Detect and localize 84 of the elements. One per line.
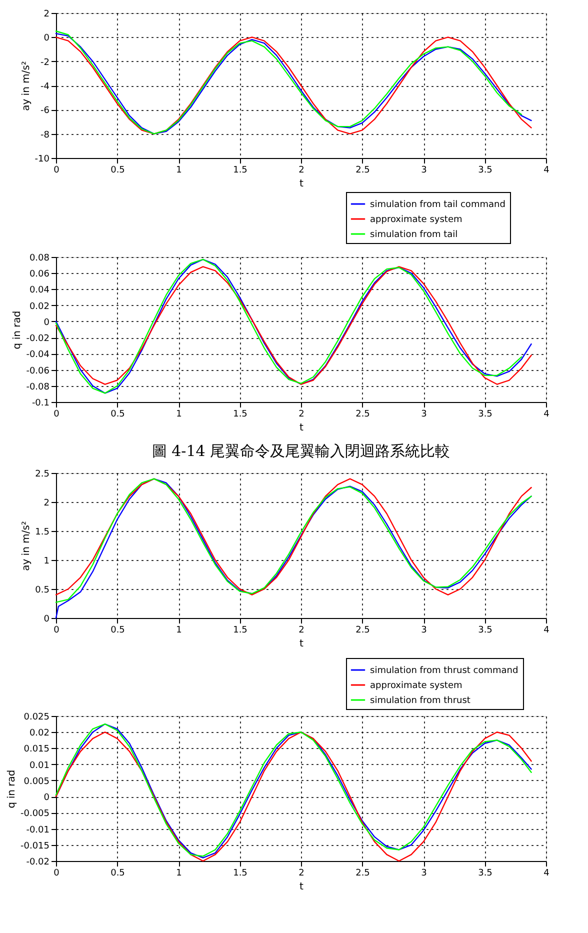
x-axis-title: t bbox=[300, 178, 304, 190]
x-tick-label: 0.5 bbox=[110, 166, 125, 176]
x-tick-label: 0 bbox=[54, 166, 60, 176]
x-tick-label: 3 bbox=[421, 868, 427, 878]
x-tick-label: 4 bbox=[544, 868, 550, 878]
y-tick-label: -0.005 bbox=[20, 809, 50, 820]
y-tick-label: 0.02 bbox=[29, 728, 50, 739]
x-tick-label: 2 bbox=[298, 166, 304, 176]
y-tick-label: 1.5 bbox=[35, 528, 50, 538]
x-tick-label: 2 bbox=[298, 626, 304, 636]
x-tick-label: 0.5 bbox=[110, 626, 125, 636]
x-tick-label: 1 bbox=[176, 868, 182, 878]
legend-label: approximate system bbox=[370, 215, 462, 225]
y-axis-title: q in rad bbox=[12, 310, 24, 350]
y-tick-label: -10 bbox=[34, 154, 50, 164]
x-tick-label: 0 bbox=[54, 410, 60, 420]
x-tick-label: 0.5 bbox=[110, 410, 125, 420]
x-tick-label: 4 bbox=[544, 410, 550, 420]
x-tick-label: 1.5 bbox=[233, 626, 248, 636]
y-tick-label: 2 bbox=[44, 10, 50, 20]
x-tick-label: 1 bbox=[176, 166, 182, 176]
y-tick-label: -6 bbox=[40, 106, 50, 116]
legend-label: simulation from thrust bbox=[370, 696, 471, 706]
x-tick-label: 4 bbox=[544, 626, 550, 636]
x-tick-label: 1.5 bbox=[233, 868, 248, 878]
x-tick-label: 2.5 bbox=[356, 410, 370, 420]
caption: 圖 4-14 尾翼命令及尾翼輸入閉迴路系統比較 bbox=[152, 442, 450, 460]
legend-label: simulation from tail bbox=[370, 230, 458, 240]
y-tick-label: 0.02 bbox=[29, 302, 50, 312]
y-tick-label: -8 bbox=[40, 130, 50, 140]
y-tick-label: 0.015 bbox=[24, 744, 50, 755]
legend-label: simulation from thrust command bbox=[370, 666, 518, 676]
y-tick-label: -2 bbox=[40, 58, 50, 68]
y-tick-label: -0.02 bbox=[26, 858, 50, 868]
legend-label: simulation from tail command bbox=[370, 200, 506, 210]
x-tick-label: 3 bbox=[421, 166, 427, 176]
y-tick-label: -4 bbox=[40, 82, 50, 92]
y-tick-label: 0.04 bbox=[29, 286, 50, 296]
y-tick-label: 2.5 bbox=[35, 470, 50, 480]
y-tick-label: -0.08 bbox=[26, 382, 50, 392]
y-tick-label: -0.06 bbox=[26, 366, 50, 376]
y-tick-label: 0 bbox=[44, 318, 50, 328]
x-axis-title: t bbox=[300, 422, 304, 434]
y-tick-label: 0.5 bbox=[35, 586, 50, 596]
y-tick-label: 1 bbox=[44, 556, 50, 566]
x-tick-label: 2.5 bbox=[356, 868, 370, 878]
x-axis-title: t bbox=[300, 882, 304, 892]
y-tick-label: 0 bbox=[44, 614, 50, 624]
y-axis-title: q in rad bbox=[6, 770, 18, 808]
x-tick-label: 2 bbox=[298, 868, 304, 878]
x-tick-label: 0 bbox=[54, 626, 60, 636]
x-tick-label: 0 bbox=[54, 868, 60, 878]
y-tick-label: 0.08 bbox=[29, 254, 50, 264]
x-tick-label: 1 bbox=[176, 410, 182, 420]
y-tick-label: -0.04 bbox=[26, 350, 50, 360]
y-tick-label: 0.01 bbox=[29, 760, 50, 771]
x-tick-label: 3 bbox=[421, 410, 427, 420]
x-tick-label: 1.5 bbox=[233, 410, 248, 420]
x-tick-label: 2.5 bbox=[356, 626, 370, 636]
x-tick-label: 1.5 bbox=[233, 166, 248, 176]
y-tick-label: -0.02 bbox=[26, 334, 50, 344]
x-tick-label: 0.5 bbox=[110, 868, 125, 878]
y-tick-label: 0.025 bbox=[24, 712, 50, 722]
y-tick-label: -0.015 bbox=[20, 841, 50, 852]
x-tick-label: 3.5 bbox=[478, 868, 492, 878]
x-tick-label: 4 bbox=[544, 166, 550, 176]
y-axis-title: ay in m/s² bbox=[20, 61, 32, 111]
x-axis-title: t bbox=[300, 638, 304, 650]
y-tick-label: 2 bbox=[44, 498, 50, 508]
x-tick-label: 3 bbox=[421, 626, 427, 636]
y-tick-label: 0.005 bbox=[24, 776, 50, 787]
legend-label: approximate system bbox=[370, 681, 462, 691]
y-tick-label: 0 bbox=[44, 793, 50, 804]
y-tick-label: 0.06 bbox=[29, 270, 50, 280]
x-tick-label: 1 bbox=[176, 626, 182, 636]
y-tick-label: 0 bbox=[44, 34, 50, 44]
y-axis-title: ay in m/s² bbox=[21, 521, 32, 571]
y-tick-label: -0.1 bbox=[32, 398, 50, 408]
x-tick-label: 3.5 bbox=[478, 166, 492, 176]
y-tick-label: -0.01 bbox=[26, 825, 50, 836]
x-tick-label: 2.5 bbox=[356, 166, 370, 176]
x-tick-label: 2 bbox=[298, 410, 304, 420]
x-tick-label: 3.5 bbox=[478, 626, 492, 636]
x-tick-label: 3.5 bbox=[478, 410, 492, 420]
